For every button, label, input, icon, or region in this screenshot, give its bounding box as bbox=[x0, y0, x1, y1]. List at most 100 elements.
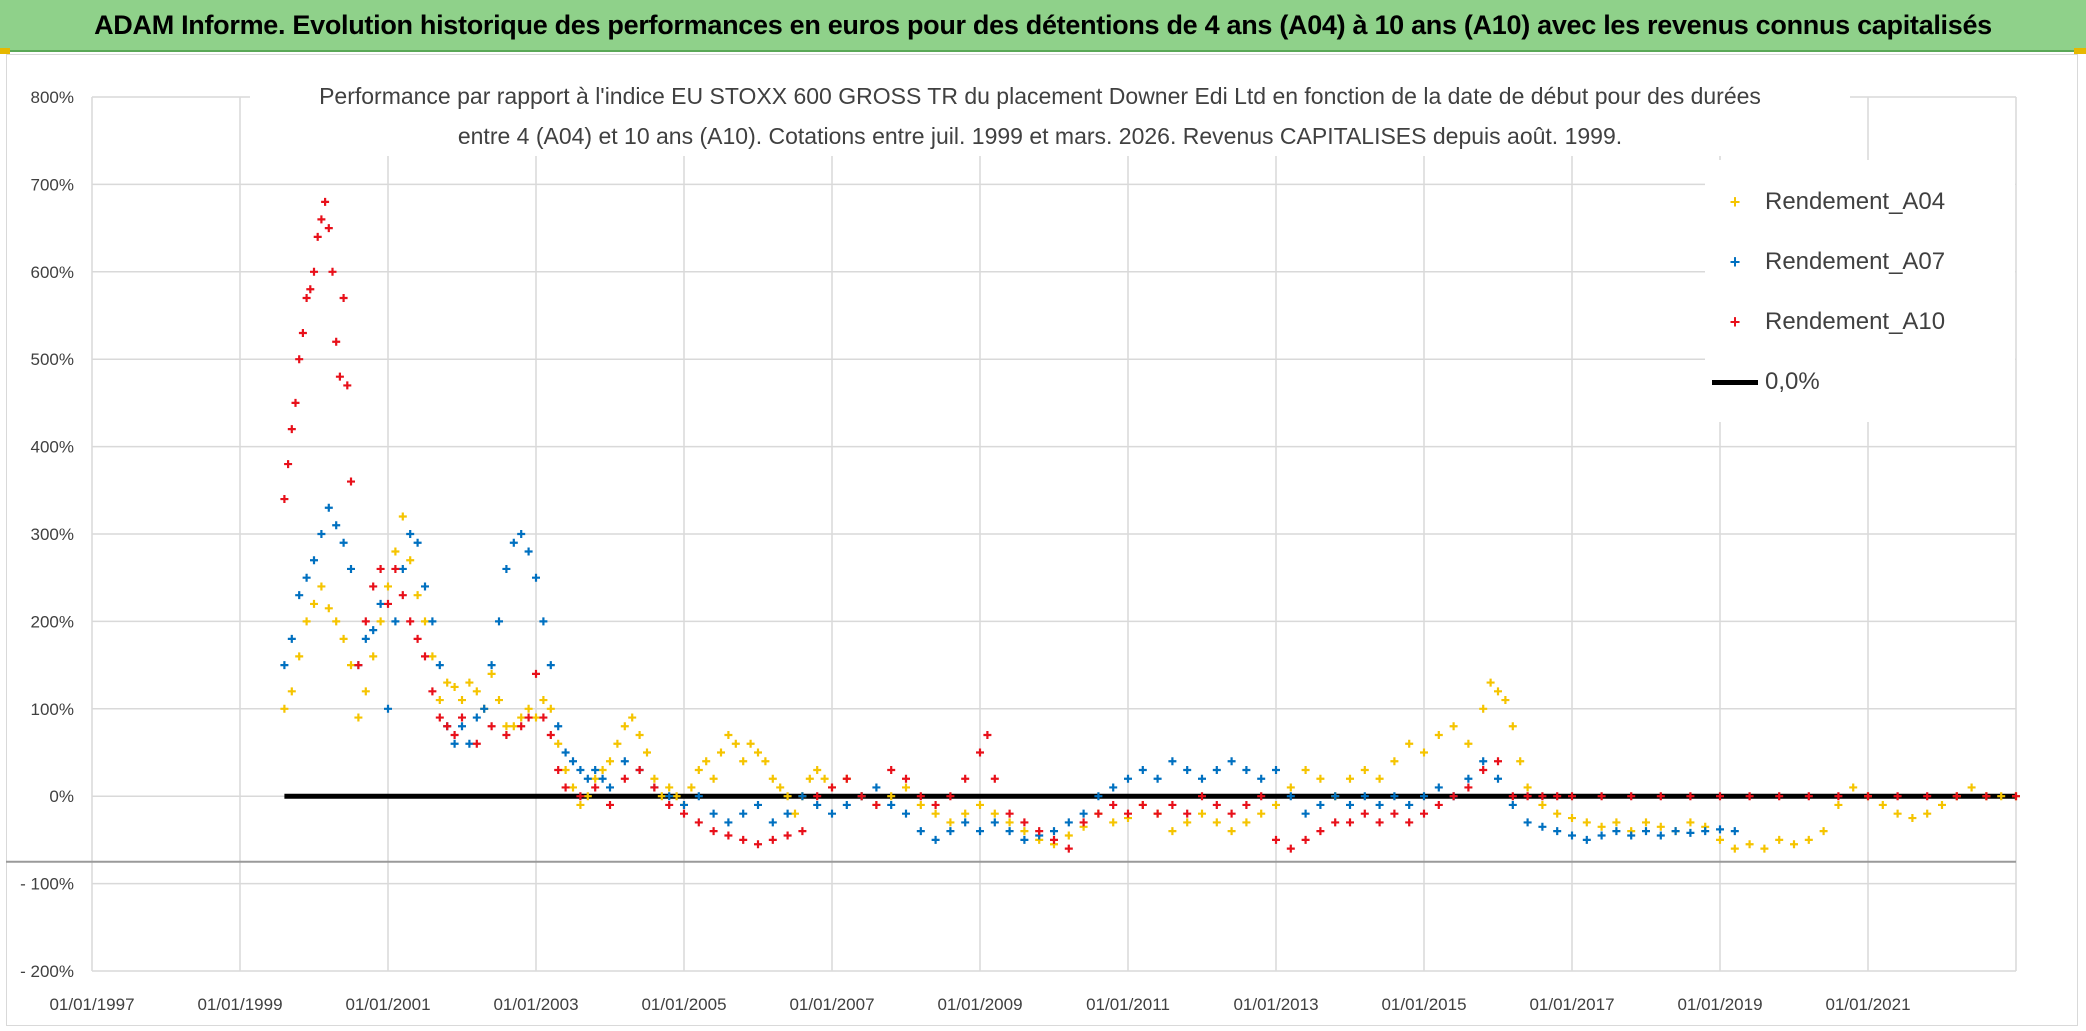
data-point-a04 bbox=[428, 652, 437, 661]
y-tick-label: 500% bbox=[31, 350, 74, 369]
data-point-a10 bbox=[361, 617, 370, 626]
data-point-a10 bbox=[1272, 835, 1280, 844]
data-point-a04 bbox=[1420, 748, 1428, 757]
data-point-a07 bbox=[280, 661, 289, 670]
data-point-a07 bbox=[569, 757, 577, 766]
data-point-a10 bbox=[1242, 800, 1251, 809]
data-point-a10 bbox=[768, 835, 777, 844]
data-point-a10 bbox=[287, 425, 296, 434]
data-point-a04 bbox=[1834, 800, 1843, 809]
data-point-a07 bbox=[450, 739, 459, 748]
data-point-a10 bbox=[1893, 792, 1902, 801]
data-point-a07 bbox=[990, 818, 999, 827]
data-point-a04 bbox=[406, 556, 415, 565]
x-tick-label: 01/01/2009 bbox=[937, 995, 1022, 1014]
data-point-a07 bbox=[317, 530, 326, 538]
data-point-a10 bbox=[413, 634, 422, 643]
data-point-a07 bbox=[887, 800, 896, 809]
data-point-a10 bbox=[680, 809, 688, 818]
data-point-a10 bbox=[1982, 792, 1991, 801]
x-tick-label: 01/01/2013 bbox=[1233, 995, 1318, 1014]
data-point-a04 bbox=[990, 809, 999, 818]
data-point-a04 bbox=[495, 696, 503, 705]
data-point-a07 bbox=[1656, 831, 1665, 840]
data-point-a07 bbox=[576, 765, 585, 774]
data-point-a10 bbox=[1686, 792, 1695, 801]
data-point-a04 bbox=[1553, 809, 1562, 818]
legend-marker-a10: + bbox=[1729, 311, 1741, 332]
data-point-a10 bbox=[650, 783, 659, 792]
data-point-a07 bbox=[384, 704, 392, 713]
data-point-a07 bbox=[1020, 835, 1029, 844]
data-point-a04 bbox=[413, 591, 422, 600]
data-point-a04 bbox=[613, 739, 622, 748]
data-point-a07 bbox=[1094, 792, 1103, 801]
legend-label-a10: Rendement_A10 bbox=[1765, 308, 1946, 335]
data-point-a10 bbox=[1523, 792, 1532, 801]
data-point-a10 bbox=[902, 774, 910, 783]
data-point-a04 bbox=[576, 800, 585, 809]
data-point-a10 bbox=[291, 398, 300, 407]
data-point-a07 bbox=[946, 827, 955, 836]
data-point-a07 bbox=[1360, 792, 1369, 801]
data-point-a07 bbox=[1523, 818, 1532, 827]
data-point-a04 bbox=[1257, 809, 1266, 818]
data-point-a04 bbox=[1612, 818, 1621, 827]
data-point-a07 bbox=[1405, 800, 1414, 809]
data-point-a10 bbox=[1656, 792, 1665, 801]
data-point-a04 bbox=[1790, 840, 1798, 849]
y-tick-label: 600% bbox=[31, 263, 74, 282]
data-point-a07 bbox=[487, 661, 496, 670]
data-point-a07 bbox=[931, 835, 940, 844]
data-point-a07 bbox=[1568, 831, 1576, 840]
data-point-a04 bbox=[931, 809, 940, 818]
data-point-a07 bbox=[1064, 818, 1073, 827]
data-point-a07 bbox=[680, 800, 688, 809]
y-tick-label: - 200% bbox=[20, 962, 74, 981]
data-point-a07 bbox=[546, 661, 555, 670]
x-tick-label: 01/01/2003 bbox=[493, 995, 578, 1014]
data-point-a10 bbox=[665, 800, 674, 809]
data-point-a07 bbox=[1420, 792, 1428, 801]
data-point-a10 bbox=[546, 731, 555, 740]
data-point-a10 bbox=[1449, 792, 1458, 801]
data-point-a04 bbox=[694, 765, 703, 774]
data-point-a04 bbox=[702, 757, 711, 766]
data-point-a10 bbox=[354, 661, 363, 670]
data-point-a04 bbox=[1168, 827, 1177, 836]
data-point-a10 bbox=[1079, 818, 1088, 827]
data-point-a10 bbox=[317, 215, 326, 224]
data-point-a07 bbox=[591, 765, 600, 774]
data-point-a04 bbox=[310, 599, 318, 608]
data-point-a10 bbox=[458, 713, 466, 722]
data-point-a07 bbox=[1582, 835, 1591, 844]
data-point-a07 bbox=[1153, 774, 1162, 783]
data-point-a04 bbox=[620, 722, 629, 731]
data-point-a04 bbox=[1020, 827, 1029, 836]
data-point-a04 bbox=[332, 617, 341, 626]
data-point-a07 bbox=[502, 564, 511, 573]
data-point-a04 bbox=[776, 783, 785, 792]
data-point-a10 bbox=[976, 748, 984, 757]
data-point-a07 bbox=[287, 634, 296, 643]
data-point-a10 bbox=[339, 294, 348, 303]
data-point-a07 bbox=[1301, 809, 1310, 818]
data-point-a07 bbox=[1346, 800, 1354, 809]
data-point-a07 bbox=[1701, 827, 1710, 836]
data-point-a10 bbox=[1020, 818, 1029, 827]
data-point-a07 bbox=[361, 634, 370, 643]
data-point-a10 bbox=[1346, 818, 1354, 827]
data-point-a04 bbox=[1494, 687, 1502, 696]
data-point-a04 bbox=[539, 696, 548, 705]
data-point-a10 bbox=[369, 582, 378, 591]
data-point-a04 bbox=[643, 748, 651, 757]
data-point-a10 bbox=[1627, 792, 1636, 801]
data-point-a04 bbox=[1346, 774, 1354, 783]
data-point-a10 bbox=[1553, 792, 1562, 801]
data-point-a04 bbox=[709, 774, 718, 783]
data-point-a10 bbox=[1109, 800, 1118, 809]
data-point-a04 bbox=[717, 748, 725, 757]
data-point-a04 bbox=[354, 713, 363, 722]
data-point-a10 bbox=[539, 713, 548, 722]
data-point-a04 bbox=[1212, 818, 1221, 827]
